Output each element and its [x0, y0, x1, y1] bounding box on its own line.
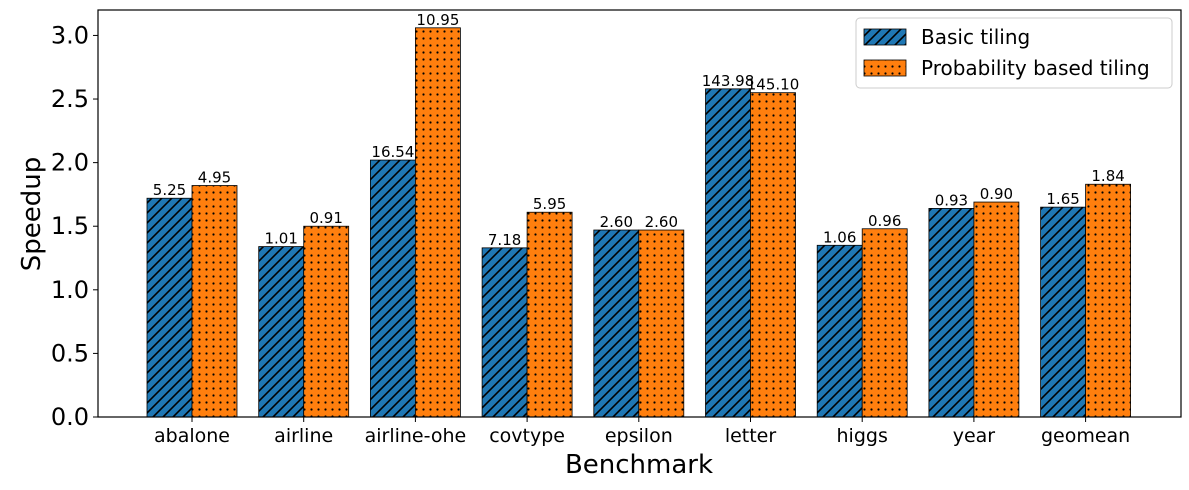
bar-basic-geomean [1040, 206, 1086, 418]
bar-probability-higgs [861, 228, 908, 418]
legend-label-basic-tiling: Basic tiling [921, 25, 1030, 49]
bar-basic-airline-ohe [369, 159, 416, 418]
bar-probability-airline [303, 225, 350, 418]
x-tick-label-abalone: abalone [154, 425, 230, 447]
data-label-probability-abalone: 4.95 [198, 169, 231, 187]
x-tick-label-airline: airline [274, 425, 333, 447]
y-tick-label: 1.0 [51, 276, 89, 304]
data-label-probability-geomean: 1.84 [1091, 167, 1124, 185]
x-tick-label-higgs: higgs [837, 425, 888, 447]
x-axis-title: Benchmark [565, 450, 713, 480]
data-label-basic-airline-ohe: 16.54 [371, 143, 414, 161]
y-axis: 0.0 0.5 1.0 1.5 2.0 2.5 3.0 [51, 21, 98, 431]
data-label-probability-epsilon: 2.60 [645, 213, 678, 231]
y-tick-label: 1.5 [51, 212, 89, 240]
bar-probability-epsilon [638, 229, 685, 418]
data-label-basic-year: 0.93 [935, 191, 968, 209]
legend-label-probability-based-tiling: Probability based tiling [921, 56, 1150, 80]
bar-basic-abalone [146, 197, 193, 418]
data-label-basic-covtype: 7.18 [488, 231, 521, 249]
bar-probability-year [973, 201, 1020, 418]
data-label-probability-covtype: 5.95 [533, 195, 566, 213]
x-tick-label-geomean: geomean [1041, 425, 1130, 447]
x-tick-label-letter: letter [725, 425, 777, 447]
y-tick-label: 2.5 [51, 85, 89, 113]
data-label-basic-higgs: 1.06 [823, 228, 856, 246]
y-tick-label: 3.0 [51, 21, 89, 49]
data-label-basic-airline: 1.01 [264, 230, 297, 248]
bar-probability-abalone [191, 185, 238, 418]
bar-data-labels: 5.25 4.95 1.01 0.91 16.54 10.95 7.18 5.95 2.60 2.… [153, 11, 1125, 249]
y-tick-label: 0.0 [51, 403, 89, 431]
x-tick-label-covtype: covtype [489, 425, 565, 447]
bar-basic-airline [258, 246, 305, 418]
bar-basic-covtype [481, 247, 528, 418]
bar-basic-epsilon [593, 229, 640, 418]
y-axis-title: Speedup [17, 157, 47, 272]
data-label-probability-higgs: 0.96 [868, 212, 901, 230]
bars-group [146, 27, 1131, 418]
x-axis: abalone airline airline-ohe covtype epsilon l… [154, 417, 1130, 447]
data-label-probability-airline: 0.91 [309, 209, 342, 227]
bar-probability-geomean [1085, 183, 1131, 418]
x-tick-label-year: year [953, 425, 996, 447]
bar-probability-letter [750, 92, 796, 418]
y-tick-label: 0.5 [51, 339, 89, 367]
y-tick-label: 2.0 [51, 149, 89, 177]
data-label-basic-geomean: 1.65 [1046, 190, 1079, 208]
legend-swatch-probability-based-tiling [863, 59, 907, 77]
data-label-probability-year: 0.90 [980, 185, 1013, 203]
legend: Basic tiling Probability based tiling [855, 17, 1173, 89]
legend-frame [855, 17, 1173, 89]
bar-basic-higgs [816, 244, 863, 418]
bar-basic-letter [705, 88, 751, 418]
x-tick-label-airline-ohe: airline-ohe [365, 425, 467, 447]
data-label-basic-letter: 143.98 [702, 72, 755, 90]
data-label-probability-airline-ohe: 10.95 [416, 11, 459, 29]
bar-probability-covtype [526, 211, 573, 418]
bar-probability-airline-ohe [414, 27, 461, 418]
data-label-probability-letter: 145.10 [747, 76, 800, 94]
data-label-basic-abalone: 5.25 [153, 181, 186, 199]
plot-area-frame [97, 9, 1182, 418]
x-tick-label-epsilon: epsilon [605, 425, 673, 447]
legend-swatch-basic-tiling [863, 28, 907, 46]
bar-basic-year [928, 208, 975, 418]
data-label-basic-epsilon: 2.60 [600, 213, 633, 231]
